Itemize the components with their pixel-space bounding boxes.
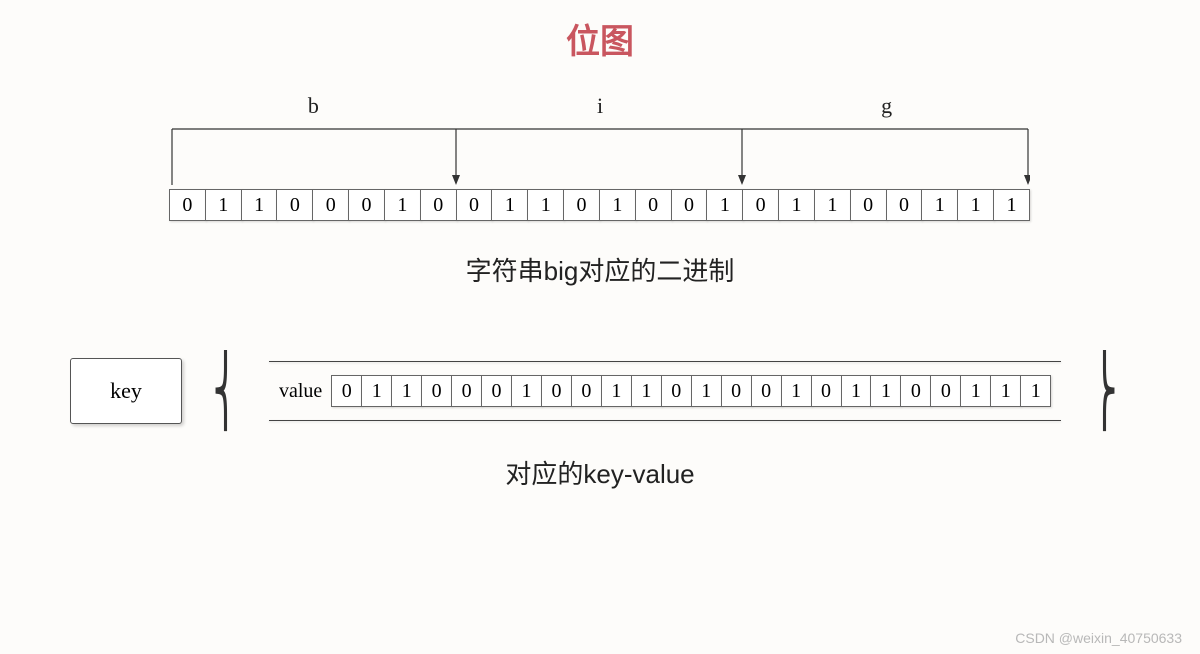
char-label-i: i	[457, 93, 744, 119]
bit-cell: 1	[781, 375, 812, 407]
value-label: value	[279, 380, 326, 403]
brace-left: ⎨	[213, 361, 239, 421]
value-bottom-line	[269, 420, 1061, 421]
bit-cell: 1	[599, 189, 636, 221]
bit-cell: 1	[870, 375, 901, 407]
bit-cell: 1	[205, 189, 242, 221]
bit-cell: 1	[960, 375, 991, 407]
bit-cell: 1	[957, 189, 994, 221]
bit-cell: 0	[420, 189, 457, 221]
bit-cell: 1	[527, 189, 564, 221]
bit-cell: 1	[841, 375, 872, 407]
bit-cell: 0	[456, 189, 493, 221]
bit-cell: 0	[900, 375, 931, 407]
bit-cell: 0	[348, 189, 385, 221]
bit-cell: 1	[511, 375, 542, 407]
bit-cell: 0	[276, 189, 313, 221]
bit-row-big: 011000100110100101100111	[170, 189, 1030, 221]
caption-binary: 字符串big对应的二进制	[0, 251, 1200, 288]
bit-cell: 0	[312, 189, 349, 221]
bit-cell: 0	[742, 189, 779, 221]
keyvalue-section: key ⎨ value 011000100110100101100111 ⎬	[70, 358, 1130, 424]
bit-cell: 1	[1020, 375, 1051, 407]
bit-cell: 0	[886, 189, 923, 221]
bit-cell: 1	[491, 189, 528, 221]
bit-cell: 0	[811, 375, 842, 407]
bit-cell: 0	[481, 375, 512, 407]
bracket-arrows	[170, 119, 1030, 189]
bit-cell: 1	[384, 189, 421, 221]
bit-cell: 1	[993, 189, 1030, 221]
bit-cell: 0	[751, 375, 782, 407]
bit-cell: 0	[563, 189, 600, 221]
bit-cell: 1	[990, 375, 1021, 407]
bit-cell: 1	[691, 375, 722, 407]
bit-cell: 1	[631, 375, 662, 407]
bit-cell: 0	[541, 375, 572, 407]
binary-section: b i g 011000100110100101100111	[170, 93, 1030, 221]
key-box: key	[70, 358, 182, 424]
title-text: 位图	[566, 23, 634, 61]
bit-cell: 1	[361, 375, 392, 407]
page-title: 位图	[0, 0, 1200, 63]
bit-cell: 0	[421, 375, 452, 407]
bit-cell: 0	[930, 375, 961, 407]
value-top-line	[269, 361, 1061, 362]
bit-cell: 0	[661, 375, 692, 407]
bit-cell: 0	[635, 189, 672, 221]
char-label-g: g	[743, 93, 1030, 119]
key-label: key	[110, 378, 142, 404]
value-container: value 011000100110100101100111	[269, 361, 1061, 421]
bit-cell: 0	[671, 189, 708, 221]
brace-right: ⎬	[1092, 361, 1118, 421]
bit-cell: 0	[721, 375, 752, 407]
bit-row-value: 011000100110100101100111	[332, 375, 1051, 407]
bit-cell: 1	[391, 375, 422, 407]
watermark: CSDN @weixin_40750633	[1015, 630, 1182, 646]
bit-cell: 1	[814, 189, 851, 221]
bit-cell: 0	[331, 375, 362, 407]
bit-cell: 1	[241, 189, 278, 221]
char-labels-row: b i g	[170, 93, 1030, 119]
bit-cell: 1	[778, 189, 815, 221]
bit-cell: 1	[706, 189, 743, 221]
caption-keyvalue: 对应的key-value	[0, 454, 1200, 491]
char-label-b: b	[170, 93, 457, 119]
bit-cell: 1	[601, 375, 632, 407]
bit-cell: 0	[451, 375, 482, 407]
bit-cell: 0	[571, 375, 602, 407]
bit-cell: 0	[169, 189, 206, 221]
bit-cell: 1	[921, 189, 958, 221]
bit-cell: 0	[850, 189, 887, 221]
